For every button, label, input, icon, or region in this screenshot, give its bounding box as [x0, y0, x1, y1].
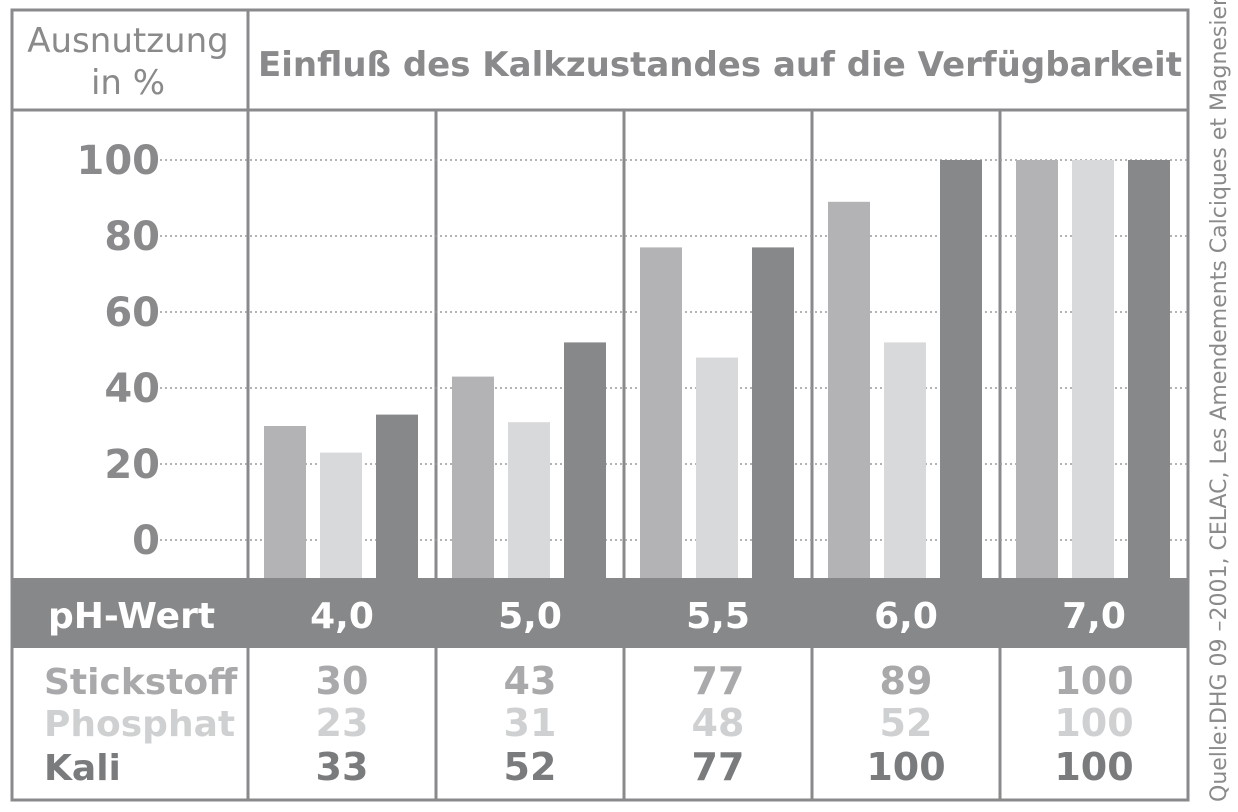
data-label: 100	[1054, 659, 1133, 703]
bar	[264, 426, 306, 578]
y-tick-label: 100	[77, 138, 161, 184]
labels: Ausnutzung in % Einfluß des Kalkzustande…	[27, 0, 1232, 802]
row-label: Stickstoff	[44, 662, 238, 703]
data-label: 89	[880, 659, 933, 703]
y-tick-label: 80	[104, 214, 160, 260]
data-label: 43	[504, 659, 557, 703]
bar	[376, 414, 418, 578]
data-label: 52	[504, 745, 557, 789]
bar	[320, 452, 362, 578]
bar	[508, 422, 550, 578]
ph-value-label: 6,0	[874, 596, 938, 637]
bar	[564, 342, 606, 578]
y-tick-label: 40	[104, 366, 160, 412]
data-label: 23	[316, 701, 369, 745]
source-note: Quelle:DHG 09 –2001, CELAC, Les Amendeme…	[1207, 0, 1232, 802]
ph-band	[12, 578, 1188, 648]
row-label: Kali	[44, 748, 121, 789]
data-label: 31	[504, 701, 557, 745]
data-label: 48	[692, 701, 745, 745]
bar	[940, 160, 982, 578]
data-label: 77	[692, 745, 745, 789]
y-tick-label: 0	[132, 518, 160, 564]
bar	[452, 376, 494, 578]
data-label: 30	[316, 659, 369, 703]
ph-value-label: 5,5	[686, 596, 750, 637]
chart-frame	[10, 8, 1190, 802]
y-tick-label: 20	[104, 442, 160, 488]
data-label: 52	[880, 701, 933, 745]
ph-value-label: 5,0	[498, 596, 562, 637]
bar	[696, 357, 738, 578]
data-label: 33	[316, 745, 369, 789]
bar	[640, 247, 682, 578]
bar	[1072, 160, 1114, 578]
bar	[752, 247, 794, 578]
y-axis-label-line2: in %	[91, 63, 165, 103]
data-label: 100	[1054, 745, 1133, 789]
data-label: 100	[866, 745, 945, 789]
outer-border	[10, 8, 1190, 802]
bar	[1016, 160, 1058, 578]
data-label: 77	[692, 659, 745, 703]
ph-value-label: 7,0	[1062, 596, 1126, 637]
y-tick-label: 60	[104, 290, 160, 336]
chart-title: Einfluß des Kalkzustandes auf die Verfüg…	[258, 45, 1182, 85]
bar	[1128, 160, 1170, 578]
row-label: Phosphat	[44, 704, 235, 745]
ph-band-bg	[12, 578, 1188, 648]
bars	[264, 160, 1170, 579]
bar	[884, 342, 926, 578]
y-axis-label-line1: Ausnutzung	[27, 21, 228, 61]
data-label: 100	[1054, 701, 1133, 745]
bar	[828, 201, 870, 579]
ph-header: pH-Wert	[48, 596, 215, 637]
ph-value-label: 4,0	[310, 596, 374, 637]
